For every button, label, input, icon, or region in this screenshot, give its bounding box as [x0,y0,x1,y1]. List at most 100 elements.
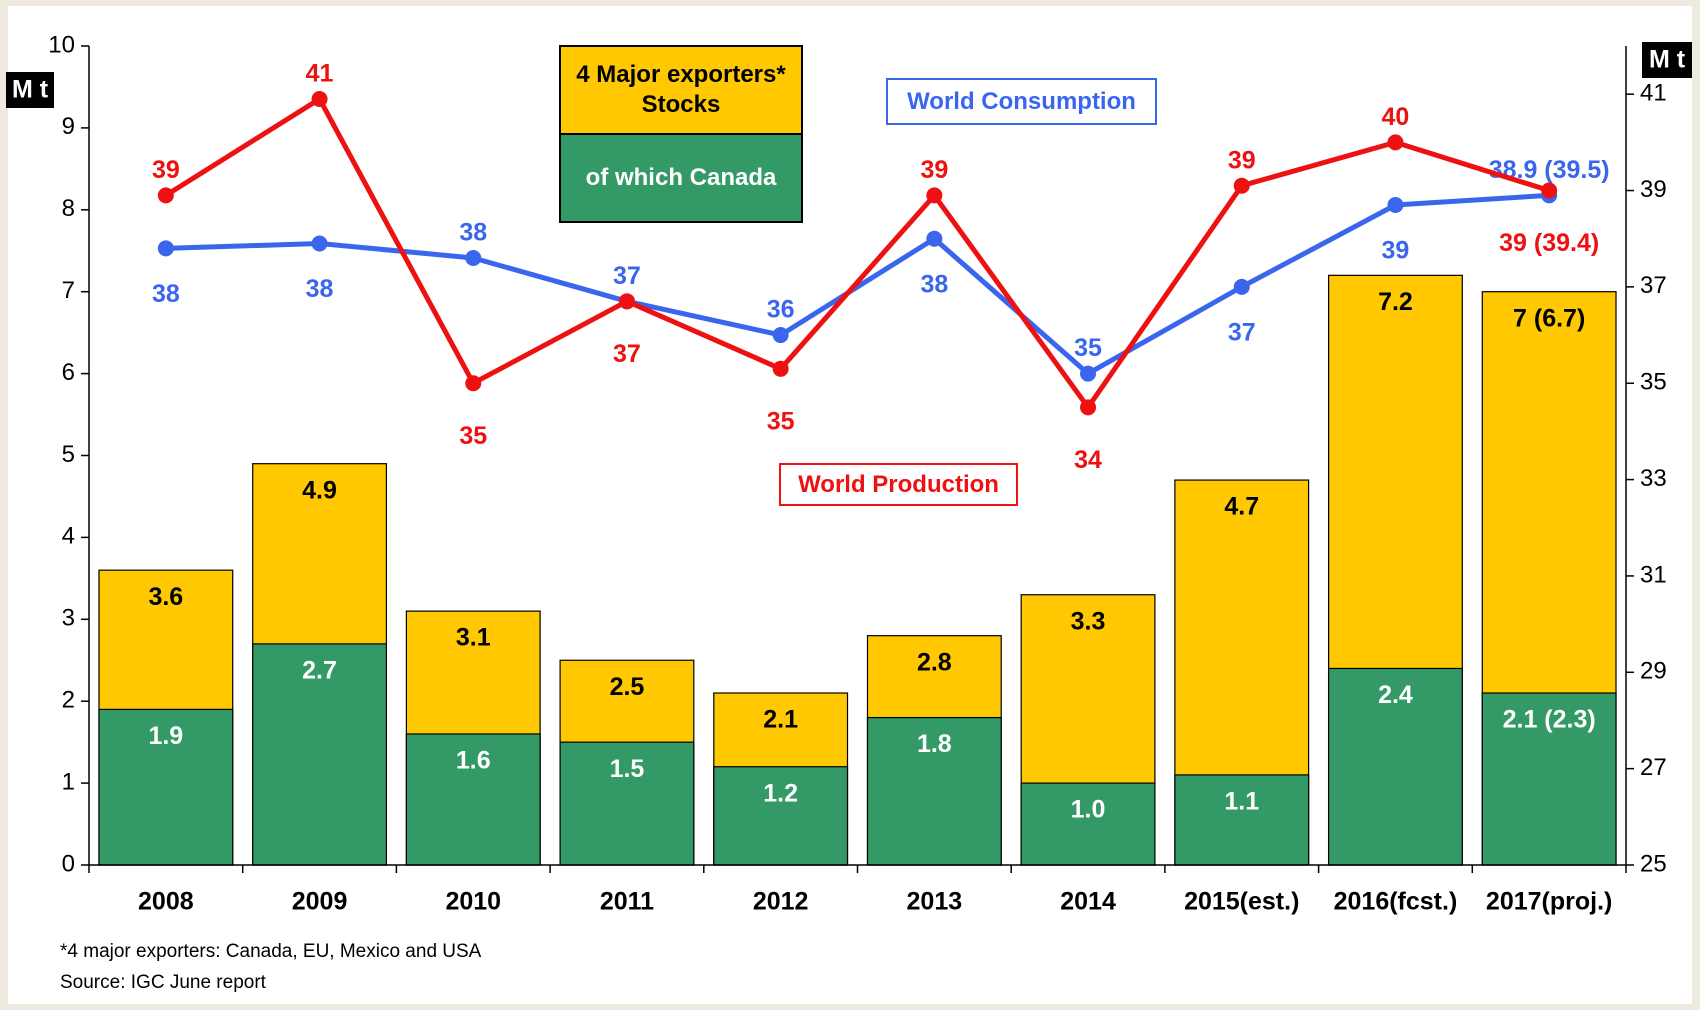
line-value-label: 35 [459,422,487,450]
line-point [311,235,328,252]
line-value-label: 35 [767,407,795,435]
line-value-label: 35 [1074,334,1102,362]
y-tick-label: 1 [62,768,75,795]
series-label: World Consumption [907,88,1136,115]
bar-value-label: 1.1 [1224,788,1259,816]
line-point [926,230,943,247]
bar-value-label: 3.1 [456,624,491,652]
series-label-text: World Production [798,470,999,498]
legend-entry-text: of which Canada [585,164,777,191]
line-point [1233,278,1250,295]
y-label: M t [12,76,49,104]
line-value-label: 38 [306,275,334,303]
line-point [157,240,174,257]
line-point [465,375,482,392]
y-tick-label: 2 [62,687,75,714]
line-point [1541,182,1558,199]
line-point [1387,196,1404,213]
line-value-label: 38 [459,219,487,247]
y2-tick-label: 35 [1640,369,1667,396]
line [165,192,1550,377]
y-tick-label: 4 [62,523,75,550]
line-point [1233,177,1250,194]
bar-value-label: 1.0 [1071,796,1106,824]
y2-tick-label: 29 [1640,658,1667,685]
line-point [926,187,943,204]
line-point [157,187,174,204]
bar [713,766,849,866]
y2-tick-label: 41 [1640,80,1667,107]
y-label-box [6,72,54,108]
bar-value-label: 2.8 [917,648,952,676]
legend-entry: 4 Major exporters* Stocks [576,61,786,118]
y2-label-box [1642,42,1692,78]
bar [1327,667,1463,866]
bar [252,643,388,866]
line-point [465,249,482,266]
y2-tick-label: 27 [1640,754,1667,781]
line-value-label: 37 [613,340,641,368]
series-label-box [779,463,1018,506]
bar [559,741,695,866]
y-tick-label: 7 [62,277,75,304]
bar-value-label: 2.1 (2.3) [1503,706,1596,734]
x-tick-label: 2011 [600,888,654,916]
y2-tick-label: 39 [1640,176,1667,203]
line-point [1387,134,1404,151]
bar-value-label: 3.6 [148,583,183,611]
line-point [1080,399,1097,416]
bar-value-label: 4.9 [302,476,337,504]
bar-value-label: 1.2 [763,779,798,807]
bar-value-label: 3.3 [1071,607,1106,635]
line-value-label: 38 [920,270,948,298]
line-point [772,360,789,377]
line-value-label: 37 [613,262,641,290]
line-value-label: 38 [152,280,180,308]
line-value-label: 36 [767,296,795,324]
x-tick-label: 2013 [907,888,963,916]
footnote: *4 major exporters: Canada, EU, Mexico a… [60,941,482,962]
line-value-label: 41 [306,60,334,88]
bar [1020,782,1156,866]
y-tick-label: 10 [48,31,75,58]
bar-value-label: 7 (6.7) [1513,304,1585,332]
line-point [618,293,635,310]
line-value-label: 34 [1074,446,1102,474]
bar-value-label: 1.9 [148,722,183,750]
line-value-label: 39 [1228,146,1256,174]
line-point [1080,365,1097,382]
y2-tick-label: 31 [1640,561,1667,588]
y2-label: M t [1649,46,1686,74]
y2-tick-label: 33 [1640,465,1667,492]
y-tick-label: 3 [62,605,75,632]
bar [98,708,234,866]
x-tick-label: 2015(est.) [1184,888,1299,916]
x-tick-label: 2012 [753,888,809,916]
y-tick-label: 9 [62,113,75,140]
line [164,96,1550,410]
x-tick-label: 2009 [292,888,348,916]
y-tick-label: 8 [62,195,75,222]
bar-value-label: 2.1 [763,706,798,734]
legend-entry-box [559,133,803,223]
y-tick-label: 0 [62,850,75,877]
y2-tick-label: 37 [1640,272,1667,299]
legend-entry: of which Canada [585,164,777,191]
bar-value-label: 1.5 [610,755,645,783]
bar-value-label: 7.2 [1378,288,1413,316]
bar [1174,774,1310,866]
bar [1481,692,1617,866]
line-value-label: 37 [1228,318,1256,346]
line-value-label: 39 [152,156,180,184]
x-tick-label: 2017(proj.) [1486,888,1612,916]
bar-value-label: 2.4 [1378,681,1413,709]
bar [866,716,1002,866]
legend-entry-text: 4 Major exporters* Stocks [576,61,786,118]
bar-value-label: 2.5 [610,673,645,701]
y-tick-label: 6 [62,359,75,386]
y-tick-label: 5 [62,441,75,468]
bar [405,733,541,866]
bar-value-label: 4.7 [1224,493,1259,521]
